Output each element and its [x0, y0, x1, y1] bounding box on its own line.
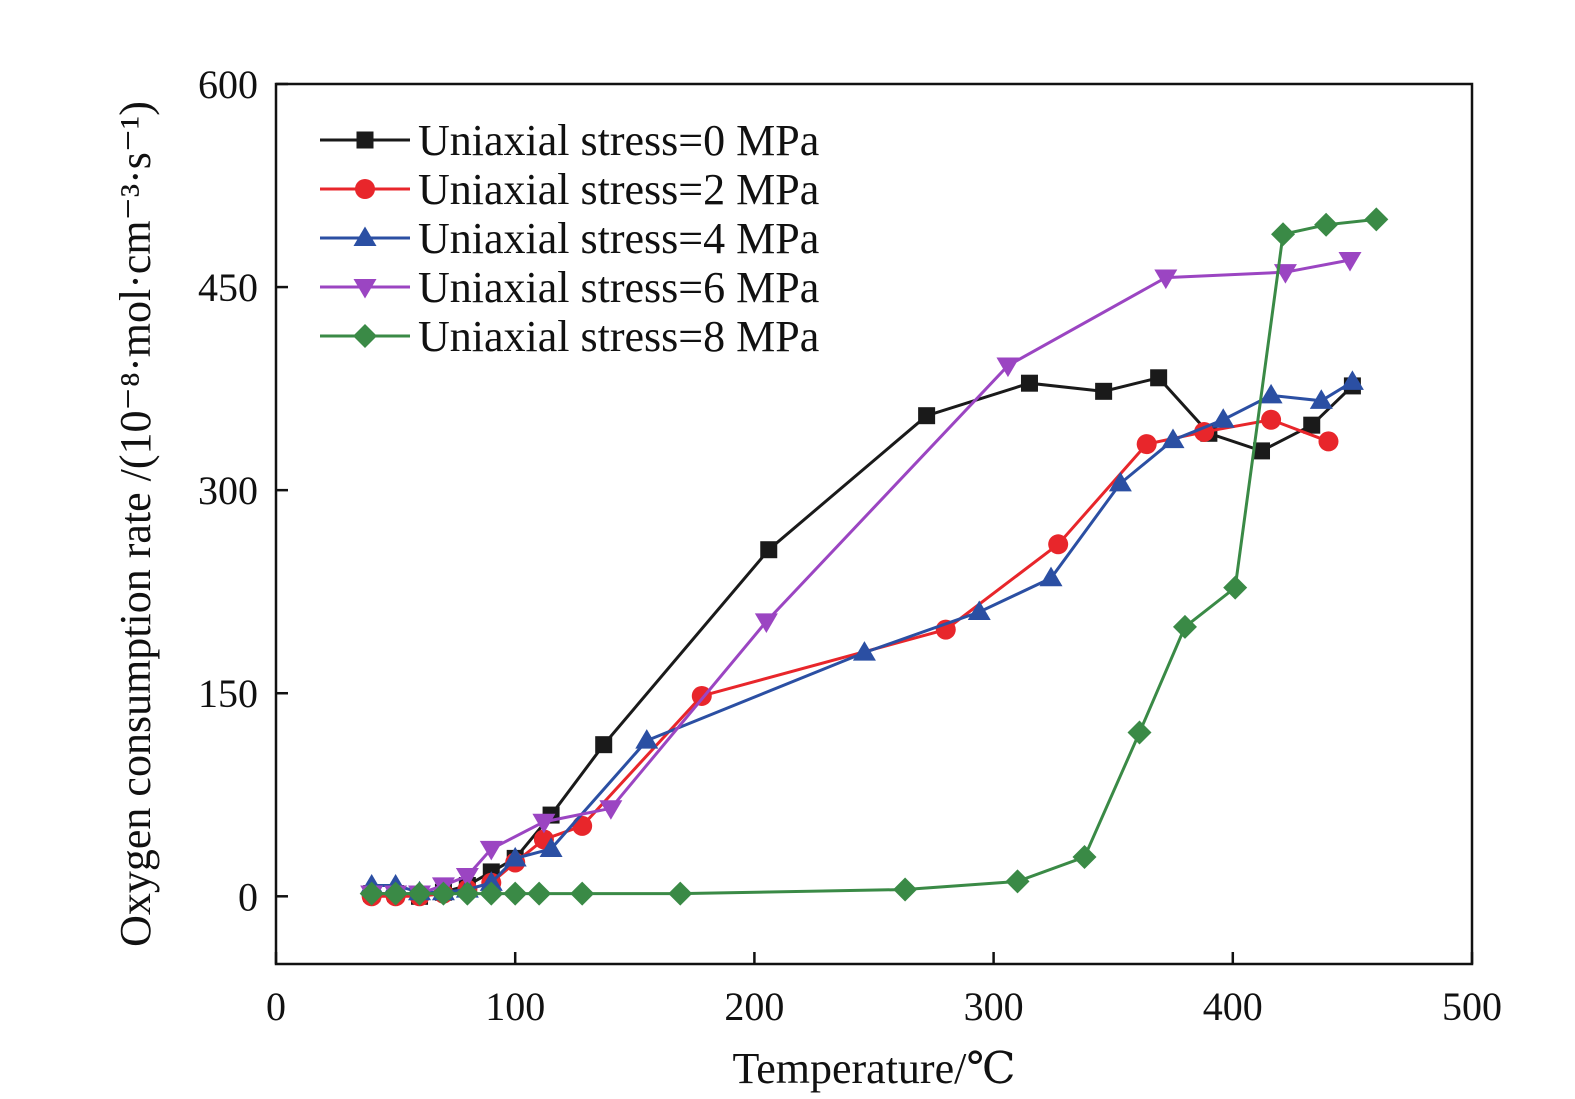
data-point — [1261, 409, 1282, 430]
data-point — [572, 815, 593, 836]
data-point — [1020, 374, 1038, 392]
legend-label: Uniaxial stress=4 MPa — [418, 214, 819, 263]
data-point — [570, 881, 595, 906]
data-point — [353, 324, 377, 348]
data-point — [355, 179, 375, 199]
data-point — [539, 837, 563, 857]
data-point — [359, 881, 384, 906]
data-point — [527, 881, 552, 906]
data-point — [1127, 720, 1152, 745]
data-point — [1318, 431, 1339, 452]
data-point — [1309, 389, 1333, 409]
legend-label: Uniaxial stress=6 MPa — [418, 263, 819, 312]
data-point — [760, 541, 778, 559]
data-point — [1048, 534, 1069, 555]
legend-item: Uniaxial stress=2 MPa — [320, 165, 819, 214]
data-point — [754, 613, 778, 633]
data-point — [1271, 222, 1296, 247]
x-tick-label: 300 — [964, 984, 1024, 1029]
data-point — [668, 881, 693, 906]
data-point — [383, 881, 408, 906]
data-point — [599, 800, 623, 820]
data-point — [503, 846, 527, 867]
y-tick-label: 0 — [238, 874, 258, 919]
data-point — [1154, 269, 1178, 290]
legend-item: Uniaxial stress=4 MPa — [320, 214, 819, 263]
data-point — [893, 877, 918, 902]
y-tick-label: 600 — [198, 62, 258, 107]
data-point — [431, 881, 456, 906]
data-point — [1108, 471, 1132, 492]
x-axis-title: Temperature/℃ — [732, 1044, 1015, 1093]
y-axis-title: Oxygen consumption rate /(10⁻⁸·mol·cm⁻³·… — [111, 101, 160, 947]
data-point — [503, 881, 528, 906]
data-point — [1095, 382, 1113, 400]
data-point — [1223, 575, 1248, 600]
legend-item: Uniaxial stress=6 MPa — [320, 263, 819, 312]
series-4 — [359, 207, 1389, 906]
data-point — [595, 736, 613, 754]
data-point — [635, 729, 659, 749]
data-point — [455, 867, 479, 888]
data-point — [1161, 428, 1185, 449]
data-point — [1259, 383, 1283, 404]
data-point — [1364, 207, 1389, 232]
data-point — [1039, 566, 1063, 587]
x-tick-label: 0 — [266, 984, 286, 1029]
legend-item: Uniaxial stress=8 MPa — [320, 312, 819, 361]
data-point — [479, 871, 503, 891]
data-point — [1172, 614, 1197, 639]
data-point — [1340, 370, 1364, 390]
data-point — [455, 881, 480, 906]
axes: 0 100 200 300 400 500 0 150 300 450 600 — [198, 62, 1502, 1029]
data-point — [353, 278, 377, 299]
data-point — [996, 357, 1020, 378]
y-tick-label: 450 — [198, 265, 258, 310]
data-point — [479, 881, 504, 906]
data-point — [1072, 845, 1097, 870]
data-point — [1338, 251, 1362, 272]
data-point — [1253, 442, 1271, 460]
plot-area — [274, 82, 1474, 966]
data-point — [1150, 369, 1168, 387]
data-point — [1303, 416, 1321, 434]
x-tick-label: 500 — [1442, 984, 1502, 1029]
data-point — [967, 600, 991, 621]
data-point — [1211, 408, 1235, 428]
legend-label: Uniaxial stress=8 MPa — [418, 312, 819, 361]
data-point — [407, 881, 432, 906]
data-point — [1136, 434, 1157, 455]
legend-label: Uniaxial stress=2 MPa — [418, 165, 819, 214]
data-point — [1005, 869, 1030, 894]
legend-item: Uniaxial stress=0 MPa — [320, 116, 819, 165]
y-tick-label: 300 — [198, 468, 258, 513]
data-point — [1314, 212, 1339, 237]
data-point — [852, 641, 876, 661]
x-tick-label: 400 — [1203, 984, 1263, 1029]
data-point — [532, 813, 556, 834]
x-tick-label: 100 — [485, 984, 545, 1029]
data-point — [356, 131, 374, 149]
y-tick-label: 150 — [198, 671, 258, 716]
series-layer — [359, 207, 1389, 907]
x-tick-label: 200 — [724, 984, 784, 1029]
data-point — [479, 840, 503, 861]
data-point — [918, 407, 936, 425]
data-point — [353, 226, 377, 247]
legend-label: Uniaxial stress=0 MPa — [418, 116, 819, 165]
